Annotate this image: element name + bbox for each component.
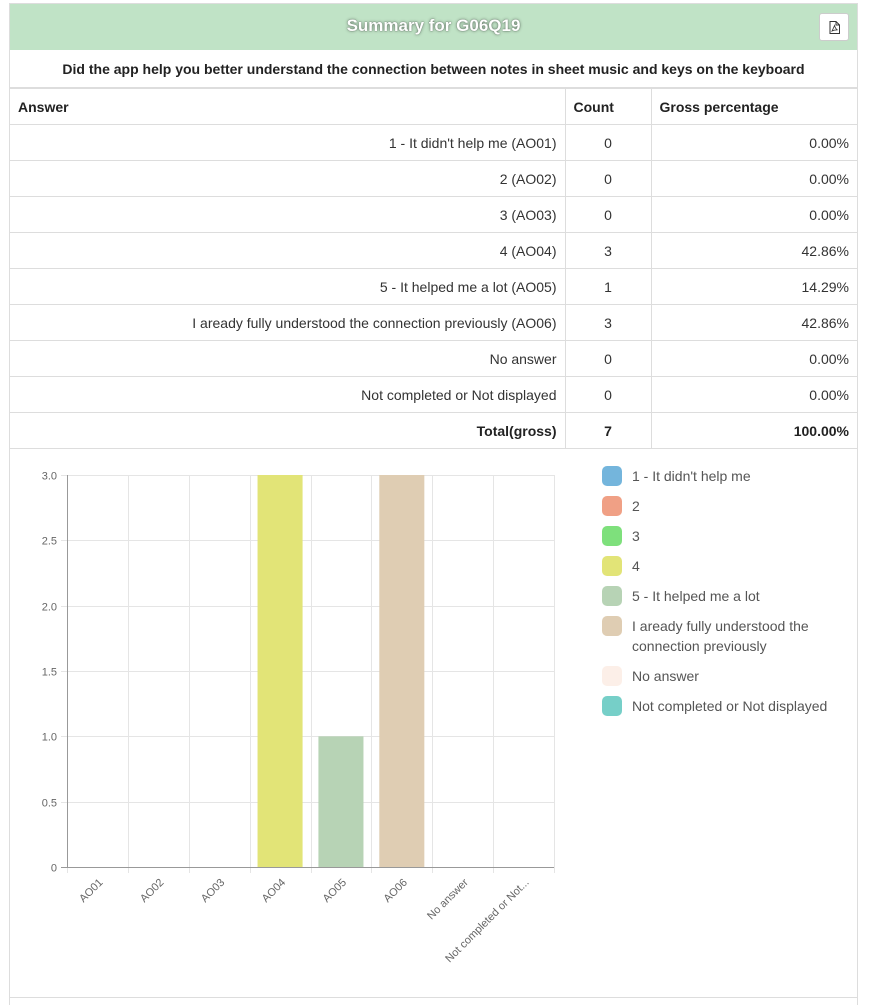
y-tick-label: 2.0	[42, 602, 57, 614]
y-tick-label: 3.0	[42, 471, 57, 483]
bar-AO06	[379, 475, 425, 867]
summary-table: Answer Count Gross percentage 1 - It did…	[10, 88, 857, 449]
column-header-percentage: Gross percentage	[650, 88, 857, 125]
count-cell: 0	[564, 160, 652, 197]
percentage-cell: 0.00%	[650, 376, 857, 413]
table-row: 2 (AO02) 0 0.00%	[10, 160, 857, 197]
table-row: Not completed or Not displayed 0 0.00%	[10, 376, 857, 413]
total-label: Total(gross)	[10, 412, 566, 449]
count-cell: 0	[564, 124, 652, 161]
answer-cell: 5 - It helped me a lot (AO05)	[10, 268, 566, 305]
legend-swatch	[602, 496, 622, 516]
legend-label: I aready fully understood the connection…	[632, 618, 809, 654]
legend-label: No answer	[632, 668, 699, 684]
legend-swatch	[602, 466, 622, 486]
answer-cell: I aready fully understood the connection…	[10, 304, 566, 341]
total-count: 7	[564, 412, 652, 449]
answer-cell: Not completed or Not displayed	[10, 376, 566, 413]
legend-item[interactable]: 5 - It helped me a lot	[602, 586, 852, 606]
count-cell: 1	[564, 268, 652, 305]
bar-AO05	[318, 736, 364, 867]
answer-cell: 1 - It didn't help me (AO01)	[10, 124, 566, 161]
table-row: 5 - It helped me a lot (AO05) 1 14.29%	[10, 268, 857, 305]
percentage-cell: 42.86%	[650, 232, 857, 269]
table-row: 1 - It didn't help me (AO01) 0 0.00%	[10, 124, 857, 161]
legend-swatch	[602, 696, 622, 716]
legend-item[interactable]: 4	[602, 556, 852, 576]
percentage-cell: 14.29%	[650, 268, 857, 305]
legend-item[interactable]: 1 - It didn't help me	[602, 466, 852, 486]
x-tick-label: AO01	[77, 877, 105, 905]
summary-header: Summary for G06Q19	[10, 4, 857, 50]
y-tick-label: 2.5	[42, 536, 57, 548]
count-cell: 0	[564, 196, 652, 233]
panel-divider	[10, 997, 857, 998]
x-tick-label: AO04	[260, 877, 288, 905]
question-text: Did the app help you better understand t…	[10, 50, 857, 88]
x-tick-label: AO03	[199, 877, 227, 905]
y-tick-label: 0.5	[42, 798, 57, 810]
x-tick-label: AO02	[138, 877, 166, 905]
file-pdf-icon	[829, 21, 840, 34]
answer-cell: 2 (AO02)	[10, 160, 566, 197]
table-row: I aready fully understood the connection…	[10, 304, 857, 341]
legend-swatch	[602, 666, 622, 686]
y-tick-label: 1.5	[42, 667, 57, 679]
legend-item[interactable]: Not completed or Not displayed	[602, 696, 852, 716]
answer-cell: 4 (AO04)	[10, 232, 566, 269]
legend-item[interactable]: No answer	[602, 666, 852, 686]
answer-cell: No answer	[10, 340, 566, 377]
bar-chart: 0 0.5 1.0 1.5 2.0 2.5 3.0 AO01 AO02 AO03 AO04 AO05 A…	[42, 471, 555, 965]
count-cell: 0	[564, 376, 652, 413]
percentage-cell: 0.00%	[650, 340, 857, 377]
y-tick-label: 1.0	[42, 732, 57, 744]
x-tick-label: No answer	[425, 876, 471, 922]
y-tick-label: 0	[51, 863, 57, 875]
legend-label: 2	[632, 498, 640, 514]
bar-AO04	[257, 475, 303, 867]
legend-item[interactable]: 2	[602, 496, 852, 516]
answer-cell: 3 (AO03)	[10, 196, 566, 233]
table-row: 4 (AO04) 3 42.86%	[10, 232, 857, 269]
legend-label: 4	[632, 558, 640, 574]
legend-swatch	[602, 586, 622, 606]
legend-label: Not completed or Not displayed	[632, 698, 828, 714]
table-header-row: Answer Count Gross percentage	[10, 88, 857, 125]
export-pdf-button[interactable]	[819, 13, 849, 41]
count-cell: 3	[564, 304, 652, 341]
percentage-cell: 0.00%	[650, 160, 857, 197]
column-header-count: Count	[564, 88, 652, 125]
count-cell: 0	[564, 340, 652, 377]
legend-swatch	[602, 526, 622, 546]
legend-item[interactable]: I aready fully understood the connection…	[602, 616, 852, 656]
percentage-cell: 42.86%	[650, 304, 857, 341]
table-row: 3 (AO03) 0 0.00%	[10, 196, 857, 233]
total-row: Total(gross) 7 100.00%	[10, 412, 857, 449]
summary-title: Summary for G06Q19	[346, 16, 521, 35]
column-header-answer: Answer	[10, 88, 566, 125]
legend-label: 1 - It didn't help me	[632, 468, 751, 484]
total-percentage: 100.00%	[650, 412, 857, 449]
legend-swatch	[602, 556, 622, 576]
count-cell: 3	[564, 232, 652, 269]
legend-label: 3	[632, 528, 640, 544]
chart-legend: 1 - It didn't help me 2 3 4 5 - It helped me…	[602, 466, 852, 726]
x-tick-label: AO06	[382, 877, 410, 905]
percentage-cell: 0.00%	[650, 196, 857, 233]
legend-swatch	[602, 616, 622, 636]
chart-area: 0 0.5 1.0 1.5 2.0 2.5 3.0 AO01 AO02 AO03 AO04 AO05 A…	[10, 458, 857, 998]
summary-panel: Summary for G06Q19 Did the app help you …	[9, 3, 858, 1005]
legend-item[interactable]: 3	[602, 526, 852, 546]
legend-label: 5 - It helped me a lot	[632, 588, 760, 604]
percentage-cell: 0.00%	[650, 124, 857, 161]
table-row: No answer 0 0.00%	[10, 340, 857, 377]
x-tick-label: AO05	[321, 877, 349, 905]
